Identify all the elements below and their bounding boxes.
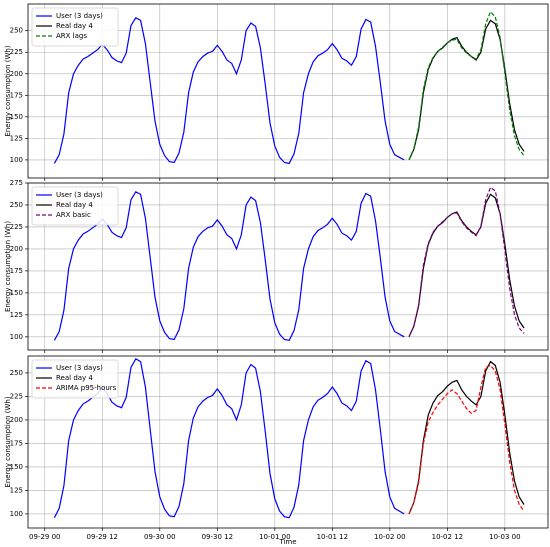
y-axis-label: Energy consumption (Wh) (4, 221, 12, 312)
series-line (53, 191, 405, 341)
x-tick-label: 09-29 00 (29, 533, 60, 541)
y-axis-label: Energy consumption (Wh) (4, 45, 12, 136)
x-tick-label: 10-02 00 (374, 533, 405, 541)
y-tick-label: 250 (10, 369, 23, 377)
y-tick-label: 200 (10, 70, 23, 78)
x-tick-label: 09-29 12 (87, 533, 118, 541)
legend-label: User (3 days) (56, 191, 103, 199)
y-tick-label: 175 (10, 91, 23, 99)
series-line (53, 17, 405, 165)
y-tick-label: 275 (10, 179, 23, 187)
y-tick-label: 100 (10, 510, 23, 518)
x-tick-label: 10-01 12 (317, 533, 348, 541)
legend-label: Real day 4 (56, 201, 93, 209)
legend-label: ARX basic (56, 211, 91, 219)
series-line (408, 10, 525, 161)
legend-label: User (3 days) (56, 12, 103, 20)
series-line (408, 186, 525, 338)
legend-label: Real day 4 (56, 22, 93, 30)
y-tick-label: 100 (10, 333, 23, 341)
series-line (408, 360, 525, 515)
legend-label: Real day 4 (56, 374, 93, 382)
axes-frame (27, 3, 549, 179)
series-line (408, 364, 525, 515)
y-tick-label: 175 (10, 267, 23, 275)
y-tick-label: 125 (10, 311, 23, 319)
y-tick-label: 150 (10, 113, 23, 121)
y-tick-label: 200 (10, 416, 23, 424)
x-tick-label: 10-03 00 (489, 533, 520, 541)
legend-box (31, 7, 119, 47)
legend-label: ARX lags (56, 32, 87, 40)
y-tick-label: 200 (10, 245, 23, 253)
y-tick-label: 150 (10, 463, 23, 471)
axes-frame (27, 182, 549, 351)
series-line (53, 357, 405, 519)
axes-frame (27, 355, 549, 529)
y-tick-label: 100 (10, 156, 23, 164)
y-tick-label: 250 (10, 27, 23, 35)
y-axis-label: Energy consumption (Wh) (4, 396, 12, 487)
y-tick-label: 250 (10, 201, 23, 209)
x-tick-label: 09-30 00 (144, 533, 175, 541)
y-tick-label: 225 (10, 48, 23, 56)
legend-label: ARIMA p95-hours (56, 384, 117, 392)
y-tick-label: 175 (10, 439, 23, 447)
x-axis-label: Time (278, 538, 296, 546)
x-tick-label: 09-30 12 (202, 533, 233, 541)
legend-box (31, 359, 119, 399)
y-tick-label: 225 (10, 392, 23, 400)
legend-label: User (3 days) (56, 364, 103, 372)
y-tick-label: 225 (10, 223, 23, 231)
x-tick-label: 10-02 12 (432, 533, 463, 541)
y-tick-label: 150 (10, 289, 23, 297)
y-tick-label: 125 (10, 134, 23, 142)
x-tick-label: 10-01 00 (259, 533, 290, 541)
y-tick-label: 125 (10, 486, 23, 494)
legend-box (31, 186, 119, 226)
